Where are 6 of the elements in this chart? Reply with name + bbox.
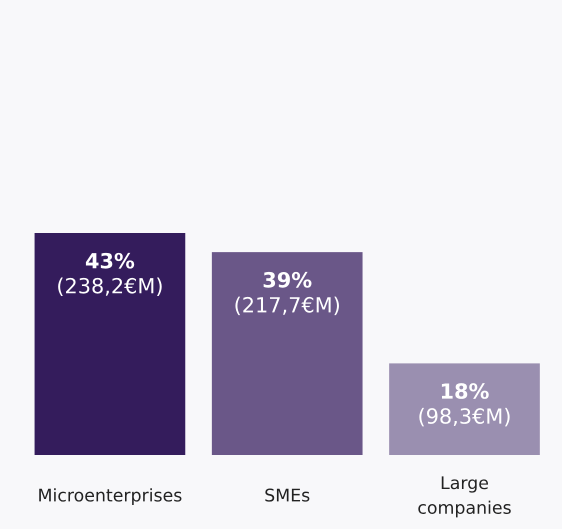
data-label: 43% (238,2€M) xyxy=(58,252,162,296)
x-tick-label: SMEs xyxy=(265,488,310,502)
x-tick-label: Large companies xyxy=(418,476,511,518)
data-label: 18% (98,3€M) xyxy=(419,383,510,426)
x-tick-label: Microenterprises xyxy=(39,488,182,506)
data-label: 39% (217,7€M) xyxy=(235,272,339,316)
